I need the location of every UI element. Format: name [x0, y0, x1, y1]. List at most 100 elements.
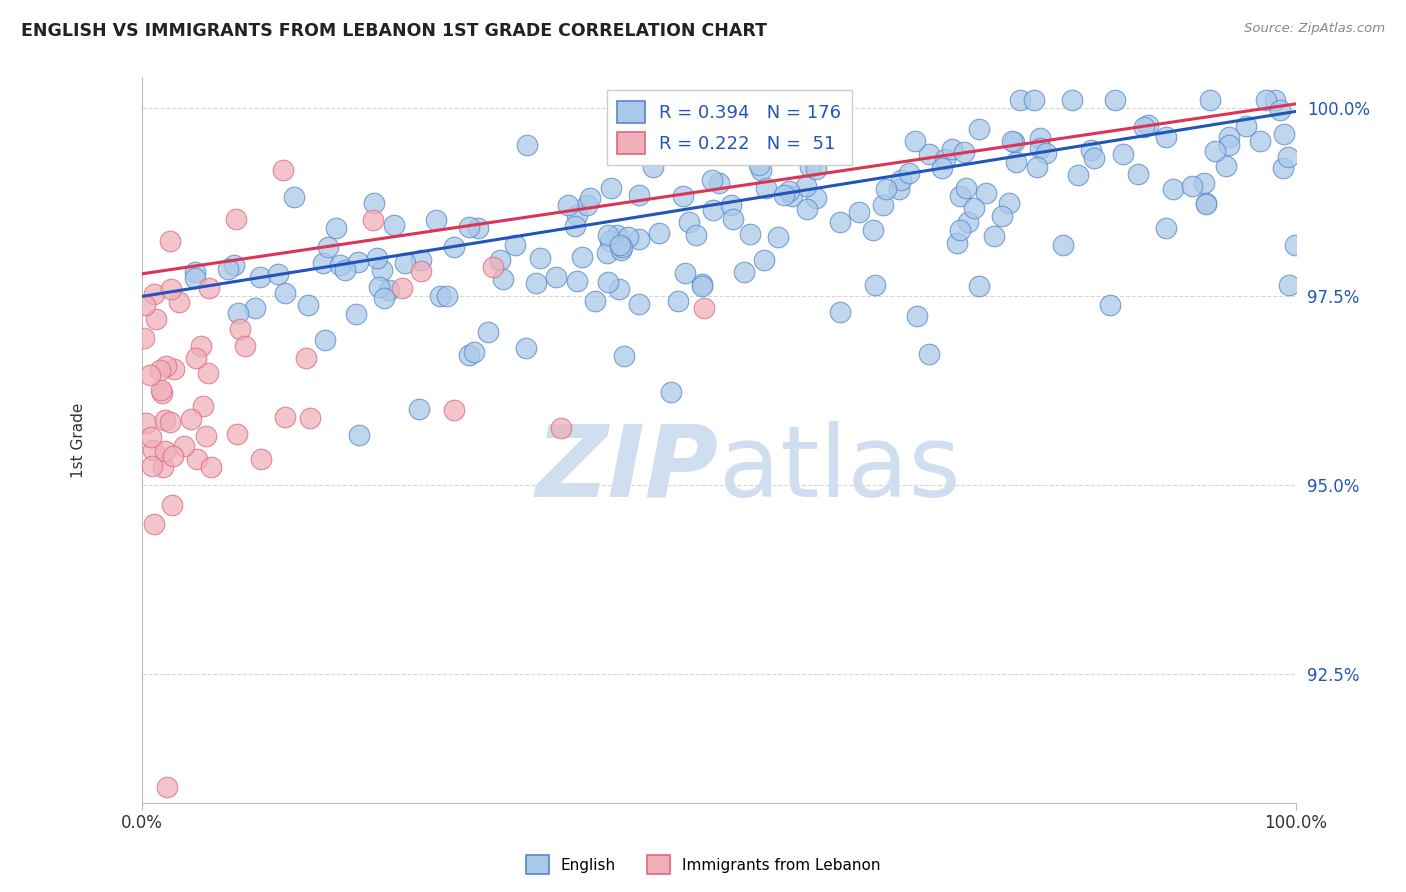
- Point: [382, 218, 405, 232]
- Point: [1035, 146, 1057, 161]
- Point: [503, 238, 526, 252]
- Point: [299, 411, 322, 425]
- Point: [250, 452, 273, 467]
- Point: [160, 282, 183, 296]
- Point: [316, 240, 339, 254]
- Point: [378, 284, 401, 298]
- Point: [752, 252, 775, 267]
- Point: [1112, 146, 1135, 161]
- Point: [1022, 93, 1045, 107]
- Point: [152, 460, 174, 475]
- Point: [373, 291, 395, 305]
- Point: [613, 350, 636, 364]
- Point: [1181, 178, 1204, 193]
- Point: [1005, 155, 1028, 169]
- Point: [627, 232, 650, 246]
- Text: atlas: atlas: [718, 420, 960, 517]
- Legend: R = 0.394   N = 176, R = 0.222   N =  51: R = 0.394 N = 176, R = 0.222 N = 51: [606, 90, 852, 165]
- Point: [1099, 298, 1122, 312]
- Point: [617, 230, 640, 244]
- Point: [134, 331, 156, 345]
- Point: [693, 301, 716, 316]
- Point: [184, 351, 207, 365]
- Point: [990, 210, 1012, 224]
- Point: [796, 202, 818, 217]
- Point: [163, 362, 186, 376]
- Point: [600, 181, 623, 195]
- Point: [690, 277, 713, 292]
- Point: [371, 263, 394, 277]
- Point: [295, 351, 318, 366]
- Point: [898, 166, 921, 180]
- Point: [1028, 131, 1050, 145]
- Point: [1029, 141, 1052, 155]
- Point: [738, 227, 761, 242]
- Point: [955, 181, 977, 195]
- Point: [848, 205, 870, 219]
- Point: [1161, 182, 1184, 196]
- Point: [983, 228, 1005, 243]
- Point: [817, 136, 839, 151]
- Point: [799, 160, 821, 174]
- Point: [180, 412, 202, 426]
- Point: [492, 271, 515, 285]
- Point: [949, 223, 972, 237]
- Point: [217, 261, 239, 276]
- Y-axis label: 1st Grade: 1st Grade: [72, 402, 86, 478]
- Point: [1083, 151, 1105, 165]
- Point: [1272, 127, 1295, 141]
- Point: [283, 189, 305, 203]
- Point: [596, 275, 619, 289]
- Point: [931, 161, 953, 175]
- Point: [706, 131, 728, 145]
- Point: [1052, 238, 1074, 252]
- Point: [297, 298, 319, 312]
- Point: [766, 230, 789, 244]
- Point: [408, 402, 430, 417]
- Point: [628, 296, 651, 310]
- Point: [225, 211, 247, 226]
- Point: [344, 307, 367, 321]
- Point: [271, 163, 294, 178]
- Point: [748, 158, 770, 172]
- Point: [141, 459, 163, 474]
- Point: [335, 263, 357, 277]
- Point: [755, 180, 778, 194]
- Point: [946, 235, 969, 250]
- Point: [967, 279, 990, 293]
- Point: [183, 265, 205, 279]
- Point: [720, 198, 742, 212]
- Point: [467, 220, 489, 235]
- Point: [436, 288, 458, 302]
- Point: [1062, 93, 1084, 107]
- Point: [233, 339, 256, 353]
- Point: [267, 267, 290, 281]
- Point: [249, 270, 271, 285]
- Point: [596, 228, 619, 243]
- Point: [482, 260, 505, 275]
- Point: [325, 221, 347, 235]
- Point: [1199, 93, 1222, 107]
- Point: [773, 188, 796, 202]
- Point: [190, 338, 212, 352]
- Point: [225, 426, 247, 441]
- Point: [363, 195, 385, 210]
- Point: [862, 223, 884, 237]
- Point: [1254, 93, 1277, 107]
- Point: [184, 271, 207, 285]
- Point: [576, 198, 599, 212]
- Point: [875, 182, 897, 196]
- Point: [186, 452, 208, 467]
- Point: [409, 264, 432, 278]
- Point: [314, 333, 336, 347]
- Point: [941, 142, 963, 156]
- Point: [904, 134, 927, 148]
- Point: [368, 280, 391, 294]
- Point: [702, 202, 724, 217]
- Point: [782, 189, 804, 203]
- Point: [134, 298, 156, 312]
- Point: [643, 160, 665, 174]
- Point: [361, 213, 384, 227]
- Point: [596, 246, 619, 260]
- Point: [1126, 167, 1149, 181]
